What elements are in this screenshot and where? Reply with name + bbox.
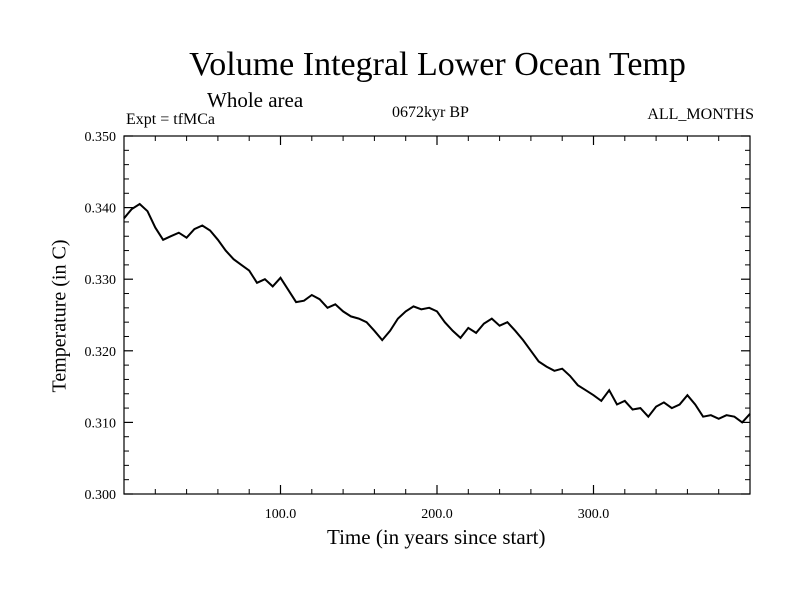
x-axis-ticks: 100.0 200.0 300.0 — [265, 136, 610, 522]
chart-subtitle: Whole area — [207, 88, 304, 112]
minor-ticks — [124, 136, 750, 494]
months-label: ALL_MONTHS — [647, 106, 754, 123]
y-axis-label: Temperature (in C) — [48, 239, 71, 393]
y-tick-label: 0.350 — [85, 130, 117, 145]
y-tick-label: 0.310 — [85, 416, 117, 431]
x-tick-label: 300.0 — [578, 507, 610, 522]
x-axis-label: Time (in years since start) — [327, 525, 546, 549]
period-label: 0672kyr BP — [392, 104, 469, 121]
chart-title: Volume Integral Lower Ocean Temp — [189, 46, 686, 83]
series-line-temperature — [123, 202, 751, 424]
y-tick-label: 0.300 — [85, 488, 117, 503]
x-tick-label: 100.0 — [265, 507, 297, 522]
y-tick-label: 0.340 — [85, 202, 117, 217]
y-tick-label: 0.330 — [85, 273, 117, 288]
y-tick-label: 0.320 — [85, 345, 117, 360]
x-tick-label: 200.0 — [421, 507, 453, 522]
experiment-label: Expt = tfMCa — [126, 111, 216, 128]
y-axis-ticks: 0.300 0.310 0.320 0.330 0.340 0.350 — [85, 130, 750, 503]
plot-frame — [123, 135, 751, 495]
